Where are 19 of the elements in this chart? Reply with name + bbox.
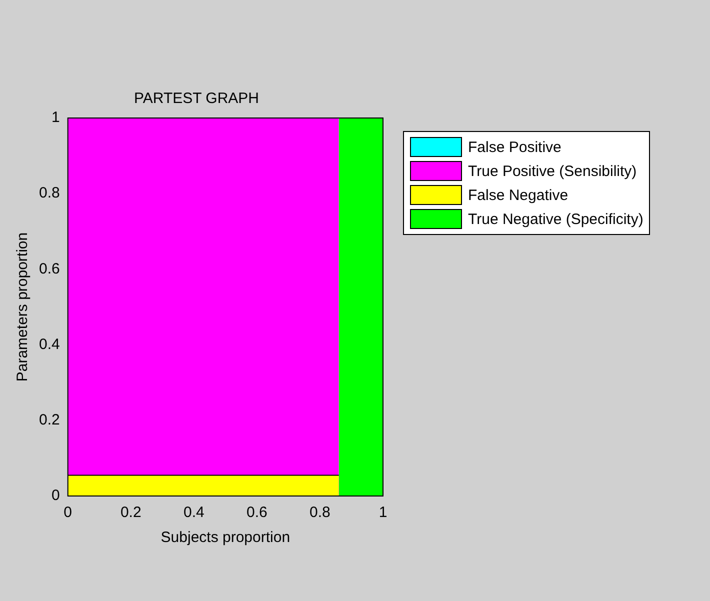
y-tick-label: 1	[52, 109, 60, 126]
y-tick-label: 0.6	[38, 260, 60, 278]
legend-label: True Positive (Sensibility)	[468, 162, 637, 180]
chart-title: PARTEST GRAPH	[134, 90, 260, 108]
x-axis-title: Subjects proportion	[160, 529, 290, 546]
x-tick-label: 0.2	[120, 504, 142, 522]
x-tick-label: 0.8	[310, 504, 330, 522]
y-tick-label: 0.8	[38, 184, 60, 202]
y-axis-title: Parameters proportion	[14, 232, 32, 382]
x-tick-label: 1	[378, 504, 388, 522]
y-tick-label: 0.4	[38, 336, 60, 353]
x-tick-label: 0	[64, 504, 72, 522]
y-tick-label: 0.2	[38, 412, 60, 429]
legend-label: False Positive	[468, 138, 562, 156]
y-tick-label: 0	[52, 487, 60, 504]
legend-label: False Negative	[468, 186, 568, 204]
x-tick-label: 0.6	[246, 504, 268, 522]
x-tick-label: 0.4	[183, 504, 204, 522]
legend-label: True Negative (Specificity)	[468, 210, 644, 228]
